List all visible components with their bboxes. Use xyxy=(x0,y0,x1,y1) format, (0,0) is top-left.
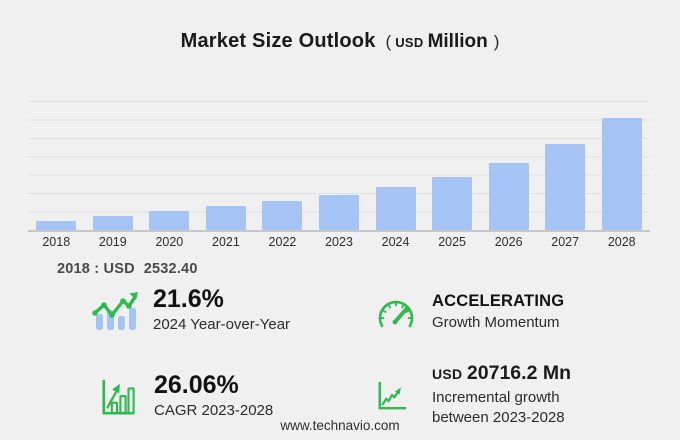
title-currency: USD xyxy=(395,35,424,50)
bar-2018 xyxy=(36,220,77,230)
website-url: www.technavio.com xyxy=(280,418,400,433)
page-title: Market Size Outlook ( USD Million ) xyxy=(0,30,680,53)
bar-2027 xyxy=(545,143,586,230)
x-tick-2018: 2018 xyxy=(42,235,71,249)
title-paren-close: ) xyxy=(493,32,500,51)
stat-cagr-label: CAGR 2023-2028 xyxy=(154,402,274,420)
x-tick-2019: 2019 xyxy=(98,235,127,249)
title-text: Market Size Outlook xyxy=(180,30,376,52)
bar-slot-2019 xyxy=(85,101,142,230)
x-tick-2021: 2021 xyxy=(212,235,240,249)
stat-incremental: USD 20716.2 Mn Incremental growth betwee… xyxy=(376,362,571,428)
x-tick-2027: 2027 xyxy=(551,235,580,249)
bar-slot-2026 xyxy=(480,101,537,230)
bar-slot-2020 xyxy=(141,101,198,230)
x-tick-2023: 2023 xyxy=(325,235,353,249)
bar-2025 xyxy=(432,177,473,230)
bar-2019 xyxy=(92,215,133,230)
bar-2020 xyxy=(149,211,190,230)
stat-yoy: 21.6% 2024 Year-over-Year xyxy=(92,286,290,335)
chart-x-axis-labels: 2018 2019 2020 2021 2022 2023 2024 2025 2026 2027… xyxy=(28,235,650,249)
title-unit: Million xyxy=(427,31,488,52)
x-tick-2026: 2026 xyxy=(494,235,523,249)
base-year-note: 2018 : USD 2532.40 xyxy=(57,261,198,277)
trend-bars-icon xyxy=(92,291,138,330)
bar-chart-plot-area xyxy=(28,101,650,232)
x-tick-2022: 2022 xyxy=(268,235,297,249)
base-year-value: 2532.40 xyxy=(143,261,198,277)
x-tick-2020: 2020 xyxy=(155,235,184,249)
stat-incremental-label-2: between 2023-2028 xyxy=(432,408,565,426)
stat-incremental-value: 20716.2 Mn xyxy=(466,362,571,384)
stat-momentum: ACCELERATING Growth Momentum xyxy=(374,292,564,333)
incremental-line-icon xyxy=(378,381,407,410)
bar-2028 xyxy=(601,118,642,230)
bar-2023 xyxy=(319,194,359,230)
bar-slot-2028 xyxy=(593,101,650,230)
x-tick-2024: 2024 xyxy=(381,235,410,249)
bar-slot-2023 xyxy=(311,101,368,230)
stat-yoy-value: 21.6% xyxy=(153,285,224,313)
stat-cagr-value: 26.06% xyxy=(154,371,239,399)
bar-slot-2024 xyxy=(367,101,424,230)
bar-2022 xyxy=(262,200,303,230)
bar-2021 xyxy=(205,206,246,230)
growth-chart-icon xyxy=(102,379,135,414)
bar-slot-2027 xyxy=(537,101,594,230)
x-tick-2028: 2028 xyxy=(607,235,636,249)
stat-incremental-currency: USD xyxy=(432,366,463,382)
stat-momentum-label: Growth Momentum xyxy=(432,314,560,332)
bar-slot-2025 xyxy=(424,101,481,230)
stat-momentum-value: ACCELERATING xyxy=(432,292,565,310)
bar-2026 xyxy=(488,162,529,230)
bar-slot-2018 xyxy=(28,101,85,230)
stat-cagr: 26.06% CAGR 2023-2028 xyxy=(99,372,273,421)
bar-slot-2021 xyxy=(198,101,255,230)
bar-2024 xyxy=(375,187,416,230)
base-year-prefix: 2018 : USD xyxy=(57,261,135,277)
bar-slot-2022 xyxy=(254,101,311,230)
stat-incremental-label-1: Incremental growth xyxy=(432,389,560,406)
x-tick-2025: 2025 xyxy=(438,235,466,249)
gauge-icon xyxy=(378,301,414,328)
stat-yoy-label: 2024 Year-over-Year xyxy=(153,316,291,334)
title-paren-open: ( xyxy=(385,32,392,51)
